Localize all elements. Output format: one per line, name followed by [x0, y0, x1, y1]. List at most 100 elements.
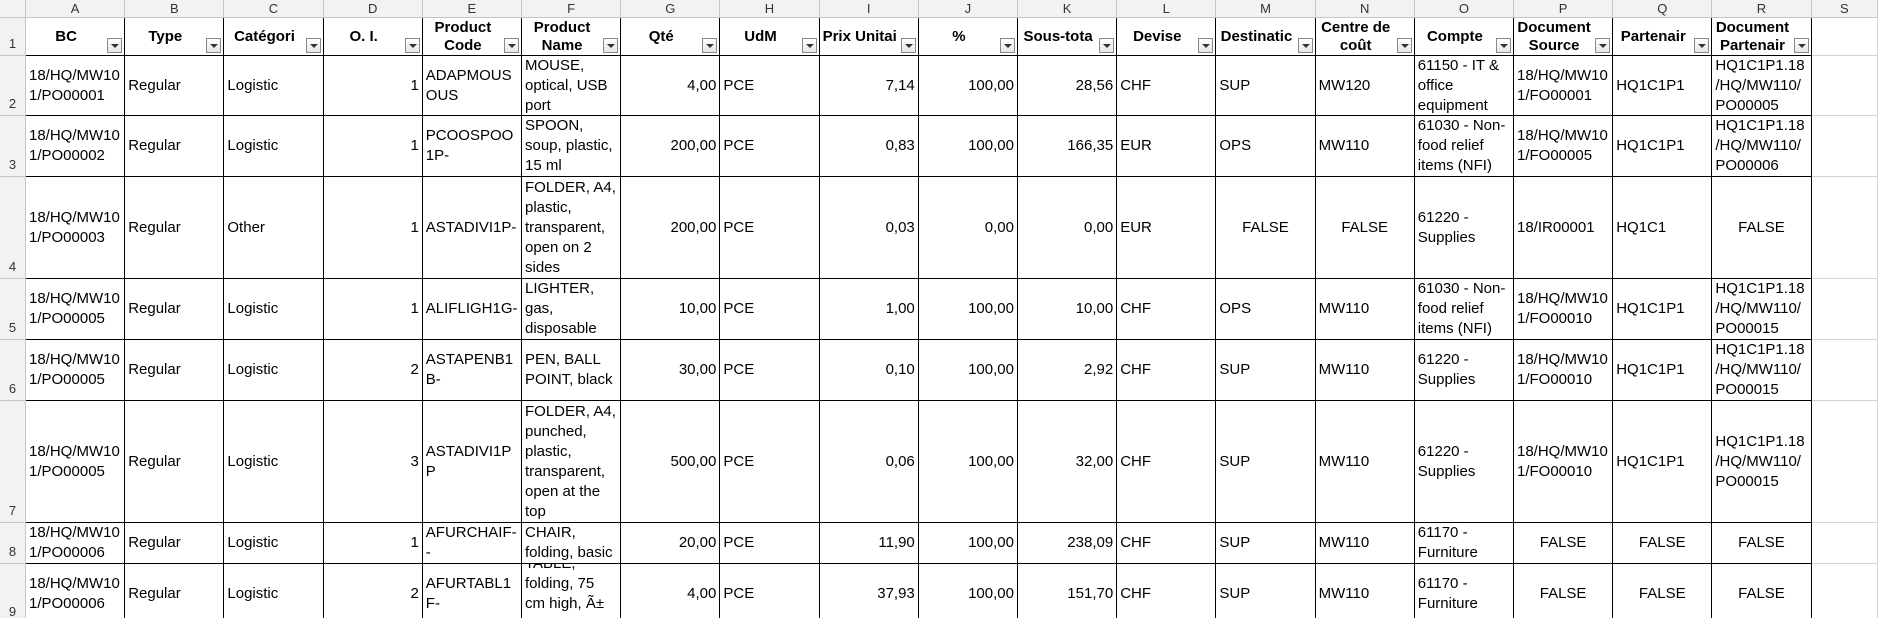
- column-letter-text: L: [1162, 0, 1170, 16]
- data-cell: Other: [224, 177, 324, 279]
- data-cell-text: FALSE: [1539, 584, 1587, 602]
- data-cell: 1: [323, 177, 423, 279]
- filter-button[interactable]: [503, 38, 519, 53]
- data-cell: SUP: [1216, 401, 1316, 523]
- data-cell: 0,03: [819, 177, 919, 279]
- data-cell: 200,00: [621, 177, 721, 279]
- row-number: 4: [0, 177, 26, 279]
- data-cell-text: 1: [410, 76, 419, 94]
- data-cell-text: SUP: [1219, 452, 1251, 470]
- header-cell-text: Qté: [648, 27, 674, 45]
- data-cell: AFURCHAIF--: [422, 523, 522, 564]
- column-letter: I: [819, 0, 919, 18]
- data-cell: CHF: [1117, 523, 1217, 564]
- data-cell-text: HQ1C1P1.18/HQ/MW110/PO00005: [1715, 56, 1805, 114]
- column-letter: E: [422, 0, 522, 18]
- data-cell: PCE: [720, 279, 820, 340]
- empty-cell: [1811, 523, 1878, 564]
- data-cell-text: ALIFLIGH1G-: [425, 300, 518, 317]
- data-cell: SPOON, soup, plastic, 15 ml: [522, 116, 622, 177]
- data-cell-text: 61170 - Furniture: [1417, 574, 1478, 612]
- data-cell: 18/HQ/MW101/PO00006: [26, 523, 126, 564]
- data-cell-text: 1: [410, 137, 419, 154]
- data-cell-text: MW110: [1318, 584, 1370, 602]
- filter-button[interactable]: [107, 38, 123, 53]
- filter-button[interactable]: [1595, 38, 1611, 53]
- data-cell-text: MW110: [1318, 534, 1370, 551]
- filter-button[interactable]: [404, 38, 420, 53]
- row-number-text: 5: [8, 320, 17, 335]
- data-cell-text: SUP: [1219, 534, 1251, 551]
- data-cell-text: Regular: [128, 534, 181, 551]
- data-cell-text: Regular: [128, 452, 181, 470]
- data-cell-text: Regular: [128, 361, 181, 378]
- data-cell-text: LIGHTER, gas, disposable: [525, 280, 597, 337]
- data-cell: PCE: [720, 340, 820, 401]
- data-cell: PCE: [720, 401, 820, 523]
- data-cell-text: Logistic: [227, 361, 279, 378]
- header-cell: O. I.: [323, 18, 423, 56]
- data-cell-text: 18/HQ/MW101/FO00005: [1517, 127, 1608, 164]
- data-cell-text: SUP: [1219, 76, 1251, 94]
- filter-button[interactable]: [702, 38, 718, 53]
- data-cell-text: 7,14: [885, 76, 915, 94]
- filter-button[interactable]: [1297, 38, 1313, 53]
- data-cell: Regular: [125, 116, 225, 177]
- data-cell: Logistic: [224, 340, 324, 401]
- data-cell-text: Other: [227, 218, 265, 236]
- filter-button[interactable]: [900, 38, 916, 53]
- header-cell: Document Partenair: [1712, 18, 1812, 56]
- filter-button[interactable]: [1793, 38, 1809, 53]
- data-cell: 0,83: [819, 116, 919, 177]
- filter-button[interactable]: [1396, 38, 1412, 53]
- data-cell-text: Regular: [128, 137, 181, 154]
- data-cell: 0,00: [1018, 177, 1118, 279]
- data-cell: 100,00: [918, 56, 1018, 116]
- filter-button[interactable]: [603, 38, 619, 53]
- data-cell-text: 100,00: [968, 452, 1014, 470]
- header-cell-text: Type: [148, 27, 183, 45]
- data-cell: FOLDER, A4, punched, plastic, transparen…: [522, 401, 622, 523]
- data-cell: EUR: [1117, 116, 1217, 177]
- column-letter: N: [1315, 0, 1415, 18]
- data-cell: CHF: [1117, 279, 1217, 340]
- data-cell: 100,00: [918, 116, 1018, 177]
- data-cell: SUP: [1216, 56, 1316, 116]
- column-letter: J: [918, 0, 1018, 18]
- data-cell-text: 61030 - Non-food relief items (NFI): [1417, 280, 1506, 337]
- data-cell: SUP: [1216, 564, 1316, 618]
- data-cell-text: CHF: [1120, 534, 1152, 551]
- data-cell-text: 100,00: [968, 584, 1014, 602]
- data-cell-text: 61170 - Furniture: [1417, 524, 1478, 561]
- data-cell: 10,00: [1018, 279, 1118, 340]
- data-cell-text: TABLE, folding, 75 cm high, Ã± 80 x: [525, 564, 605, 618]
- data-cell-text: 100,00: [968, 137, 1014, 154]
- data-cell-text: 166,35: [1067, 137, 1114, 154]
- data-cell-text: MW120: [1318, 76, 1371, 94]
- filter-button[interactable]: [206, 38, 222, 53]
- data-cell-text: PCE: [723, 76, 755, 94]
- filter-button[interactable]: [1694, 38, 1710, 53]
- filter-button[interactable]: [1198, 38, 1214, 53]
- column-letter-text: E: [467, 0, 477, 16]
- data-cell-text: ASTAPENB1B-: [425, 351, 514, 388]
- header-cell: UdM: [720, 18, 820, 56]
- data-cell: 61220 - Supplies: [1414, 340, 1514, 401]
- header-cell-text: Partenair: [1620, 27, 1686, 45]
- filter-button[interactable]: [999, 38, 1015, 53]
- row-number-text: 1: [8, 36, 17, 51]
- filter-button[interactable]: [801, 38, 817, 53]
- column-letter-text: M: [1260, 0, 1271, 16]
- data-cell: Regular: [125, 279, 225, 340]
- data-cell-text: HQ1C1P1: [1616, 76, 1685, 94]
- header-cell: Product Code: [422, 18, 522, 56]
- filter-button[interactable]: [305, 38, 321, 53]
- column-letter: D: [323, 0, 423, 18]
- filter-button[interactable]: [1099, 38, 1115, 53]
- filter-button[interactable]: [1495, 38, 1511, 53]
- data-cell-text: 61220 - Supplies: [1417, 442, 1476, 480]
- column-letter-text: B: [169, 0, 179, 16]
- data-cell-text: 500,00: [670, 452, 717, 470]
- data-cell: 166,35: [1018, 116, 1118, 177]
- data-cell: 18/HQ/MW101/FO00010: [1514, 340, 1614, 401]
